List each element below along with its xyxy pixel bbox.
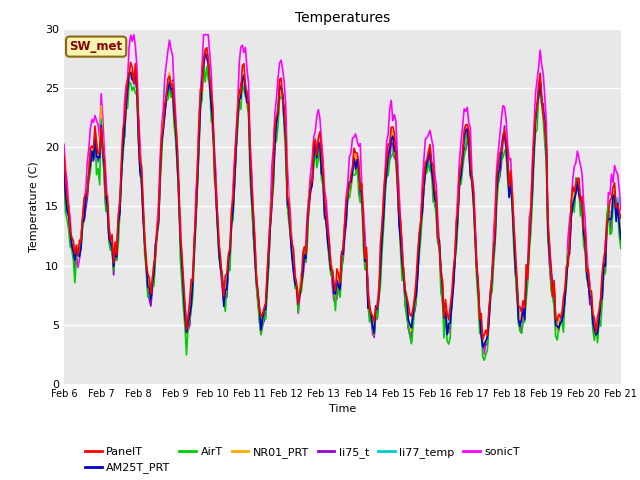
X-axis label: Time: Time xyxy=(329,405,356,414)
Title: Temperatures: Temperatures xyxy=(295,11,390,25)
Y-axis label: Temperature (C): Temperature (C) xyxy=(29,161,40,252)
Legend: PanelT, AM25T_PRT, AirT, NR01_PRT, li75_t, li77_temp, sonicT: PanelT, AM25T_PRT, AirT, NR01_PRT, li75_… xyxy=(81,443,525,478)
Text: SW_met: SW_met xyxy=(70,40,123,53)
